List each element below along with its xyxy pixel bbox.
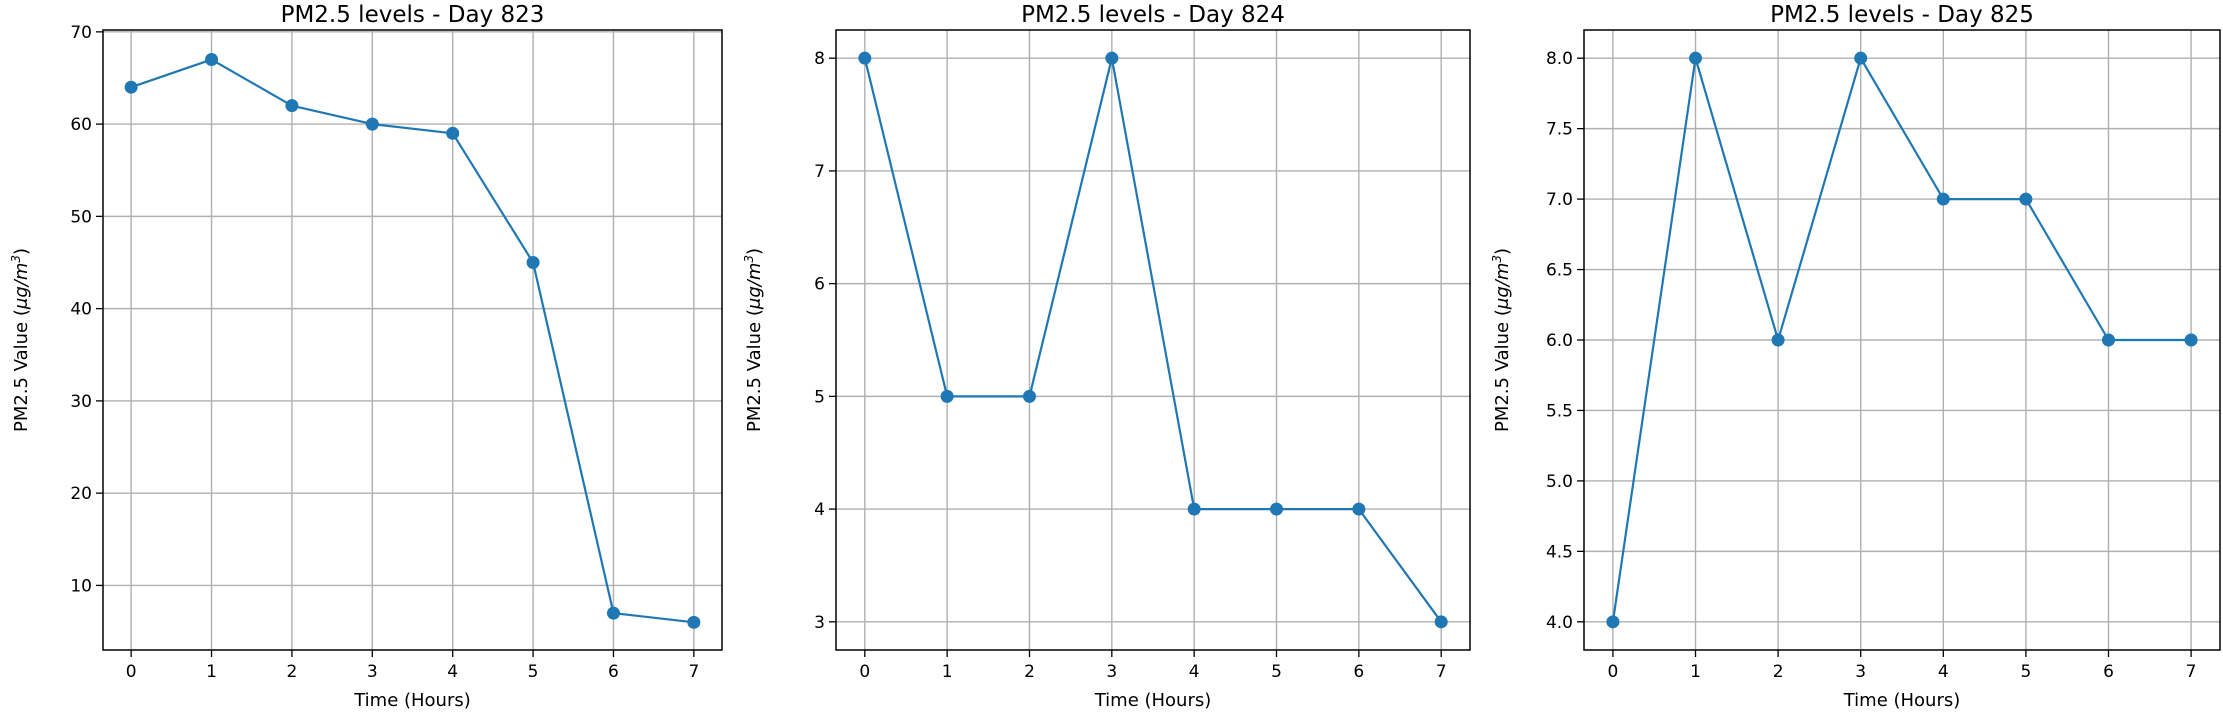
y-tick-label: 70 [70, 23, 92, 43]
x-tick-label: 4 [1938, 662, 1949, 682]
x-axis-label: Time (Hours) [1094, 690, 1212, 711]
y-tick-label: 4 [814, 500, 825, 520]
data-point[interactable] [606, 606, 620, 620]
y-tick-label: 50 [70, 207, 92, 227]
data-point[interactable] [687, 615, 701, 629]
data-point[interactable] [1187, 502, 1201, 516]
data-point[interactable] [1352, 502, 1366, 516]
y-axis-label: PM2.5 Value (μg/m3) [9, 248, 32, 432]
data-point[interactable] [446, 126, 460, 140]
y-tick-label: 5 [814, 387, 825, 407]
x-tick-label: 3 [1106, 662, 1117, 682]
x-tick-label: 7 [688, 662, 699, 682]
x-tick-label: 4 [1189, 662, 1200, 682]
data-point[interactable] [1689, 51, 1703, 65]
x-tick-label: 5 [528, 662, 539, 682]
x-tick-label: 3 [367, 662, 378, 682]
data-point[interactable] [1434, 615, 1448, 629]
data-point[interactable] [365, 117, 379, 131]
x-tick-label: 3 [1855, 662, 1866, 682]
y-axis-label: PM2.5 Value (μg/m3) [1490, 248, 1513, 432]
x-axis-label: Time (Hours) [1843, 690, 1961, 711]
x-axis-label: Time (Hours) [353, 690, 471, 711]
data-point[interactable] [1022, 389, 1036, 403]
data-point[interactable] [285, 99, 299, 113]
y-tick-label: 8 [814, 49, 825, 69]
x-tick-label: 5 [2020, 662, 2031, 682]
y-tick-label: 40 [70, 300, 92, 320]
series-line [1611, 57, 2192, 622]
x-tick-label: 1 [1690, 662, 1701, 682]
x-tick-label: 7 [2186, 662, 2197, 682]
data-point[interactable] [124, 80, 138, 94]
chart-title: PM2.5 levels - Day 823 [281, 2, 545, 28]
data-point[interactable] [526, 256, 540, 269]
y-tick-label: 60 [70, 115, 92, 135]
chart-title: PM2.5 levels - Day 824 [1021, 2, 1285, 28]
y-tick-label: 30 [70, 392, 92, 412]
y-tick-label: 4.5 [1546, 542, 1573, 562]
y-tick-label: 8.0 [1546, 49, 1573, 69]
y-tick-label: 4.0 [1546, 613, 1573, 633]
x-tick-label: 4 [447, 662, 458, 682]
grid-lines [836, 30, 1470, 650]
y-tick-label: 10 [70, 576, 92, 596]
data-point[interactable] [1606, 615, 1620, 629]
series-line [130, 58, 694, 624]
x-tick-label: 6 [1353, 662, 1364, 682]
y-tick-label: 5.0 [1546, 472, 1573, 492]
y-tick-label: 6 [814, 275, 825, 295]
data-point[interactable] [205, 53, 219, 67]
data-point[interactable] [2184, 333, 2198, 347]
y-tick-label: 6.5 [1546, 261, 1573, 281]
y-tick-label: 5.5 [1546, 401, 1573, 421]
x-tick-label: 2 [1773, 662, 1784, 682]
data-point[interactable] [940, 389, 954, 403]
x-tick-label: 2 [287, 662, 298, 682]
y-tick-label: 7.5 [1546, 120, 1573, 140]
x-tick-label: 1 [942, 662, 953, 682]
y-tick-label: 7.0 [1546, 190, 1573, 210]
data-point[interactable] [2101, 333, 2115, 347]
x-tick-label: 1 [206, 662, 217, 682]
data-point[interactable] [1936, 192, 1950, 206]
y-tick-label: 20 [70, 484, 92, 504]
axes-frame [835, 29, 1471, 651]
y-tick-label: 7 [814, 162, 825, 182]
x-tick-label: 0 [859, 662, 870, 682]
y-tick-label: 3 [814, 613, 825, 633]
x-tick-label: 7 [1436, 662, 1447, 682]
grid-lines [103, 30, 722, 650]
x-tick-label: 5 [1271, 662, 1282, 682]
x-tick-label: 6 [2103, 662, 2114, 682]
data-point[interactable] [1771, 333, 1785, 347]
chart-panel-2: 0 1 2 3 4 5 6 7 3 4 5 6 7 8 PM2.5 levels - Day 824 Time… [742, 2, 1471, 711]
chart-panel-3: 0 1 2 3 4 5 6 7 4.0 4.5 5.0 5.5 6.0 6.5 7.0 7.5 8.0 PM2.5… [1490, 2, 2221, 711]
data-point[interactable] [1105, 51, 1119, 65]
axes-frame [102, 29, 723, 651]
chart-title: PM2.5 levels - Day 825 [1770, 2, 2034, 28]
x-tick-label: 0 [1607, 662, 1618, 682]
chart-panel-1: 0 1 2 3 4 5 6 7 10 20 30 40 50 60 70 PM2.5 levels - Day… [9, 2, 723, 711]
data-point[interactable] [1854, 51, 1868, 65]
x-tick-label: 2 [1024, 662, 1035, 682]
data-point[interactable] [858, 51, 872, 65]
y-axis-label: PM2.5 Value (μg/m3) [742, 248, 765, 432]
x-tick-label: 0 [126, 662, 137, 682]
y-tick-label: 6.0 [1546, 331, 1573, 351]
data-point[interactable] [2019, 192, 2033, 206]
data-point[interactable] [1270, 502, 1284, 516]
axes-frame [1583, 29, 2221, 651]
x-tick-label: 6 [608, 662, 619, 682]
series-line [863, 57, 1443, 623]
